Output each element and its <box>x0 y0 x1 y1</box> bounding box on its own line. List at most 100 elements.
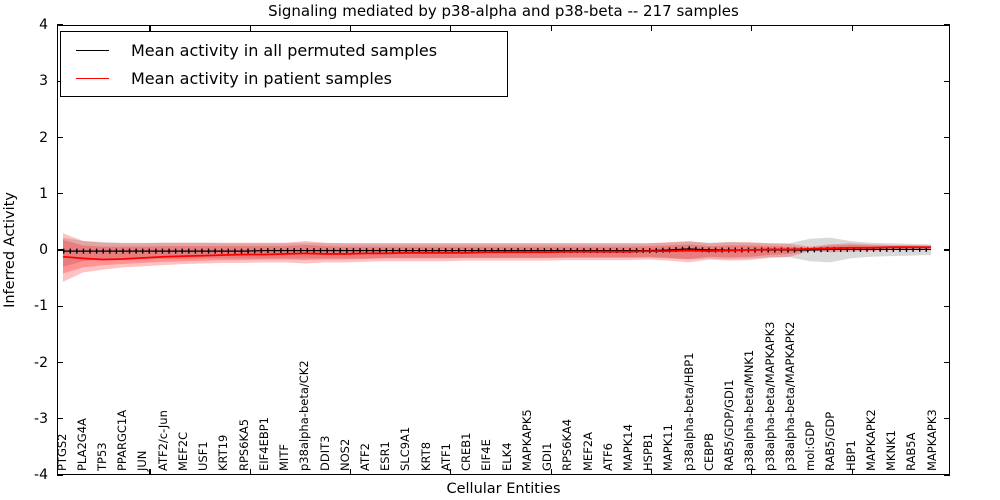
y-tick-left <box>57 193 63 195</box>
x-category-label: USF1 <box>196 441 211 471</box>
legend-entry-permuted: Mean activity in all permuted samples <box>61 41 507 60</box>
y-tick-right <box>944 474 950 476</box>
x-category-label: GDI1 <box>540 442 555 471</box>
x-category-label: p38alpha-beta/HBP1 <box>681 352 696 471</box>
y-tick-label: -1 <box>34 298 48 315</box>
x-category-label: p38alpha-beta/CK2 <box>297 360 312 471</box>
legend-label-permuted: Mean activity in all permuted samples <box>131 40 438 60</box>
y-tick-right <box>944 249 950 251</box>
x-category-label: p38alpha-beta/MAPKAPK2 <box>782 321 797 472</box>
x-category-label: ESR1 <box>378 441 393 471</box>
plot-area <box>57 25 950 475</box>
y-tick-left <box>57 418 63 420</box>
x-category-label: HSPB1 <box>641 432 656 471</box>
x-category-label: HBP1 <box>843 440 858 471</box>
x-category-label: PLA2G4A <box>74 418 89 471</box>
x-tick-top <box>550 25 552 31</box>
x-tick-top <box>350 25 352 31</box>
legend-line-sample-permuted <box>76 49 109 51</box>
x-tick-bottom <box>650 469 653 475</box>
chart-title: Signaling mediated by p38-alpha and p38-… <box>268 2 739 20</box>
x-category-label: RAB5A <box>904 432 919 471</box>
x-category-label: EIF4E <box>479 439 494 471</box>
y-tick-label: 2 <box>39 129 48 146</box>
x-tick-top <box>650 25 653 31</box>
x-category-label: MAPK11 <box>661 424 676 471</box>
x-category-label: KRT19 <box>216 434 231 471</box>
x-category-label: NOS2 <box>337 438 352 471</box>
x-category-label: ATF2/c-Jun <box>155 410 170 471</box>
x-category-label: RAB5/GDP <box>823 411 838 471</box>
x-category-label: RAB5/GDP/GDI1 <box>722 379 737 471</box>
y-tick-label: 0 <box>39 242 48 258</box>
x-tick-top <box>751 25 753 31</box>
x-category-label: MAPKAPK5 <box>519 409 534 471</box>
x-category-label: ATF1 <box>438 443 453 471</box>
y-tick-left <box>57 361 63 364</box>
line-patient-mean <box>62 246 932 261</box>
x-category-label: CREB1 <box>459 432 474 472</box>
y-tick-left <box>57 136 63 139</box>
plot-canvas <box>62 233 932 282</box>
x-category-label: MAPKAPK2 <box>863 409 878 471</box>
x-tick-bottom <box>851 469 853 475</box>
x-category-label: PPARGC1A <box>115 409 130 471</box>
x-category-label: p38alpha-beta/MAPKAPK3 <box>762 321 777 472</box>
x-category-label: ATF6 <box>600 443 615 471</box>
y-tick-right <box>944 418 950 420</box>
legend-entry-patient: Mean activity in patient samples <box>61 69 507 88</box>
x-category-label: JUN <box>135 450 150 471</box>
x-category-label: RPS6KA4 <box>560 418 575 471</box>
x-category-label: MITF <box>277 444 292 471</box>
x-category-label: MEF2C <box>175 431 190 471</box>
x-category-label: PTGS2 <box>54 433 69 472</box>
y-tick-label: 4 <box>39 17 48 33</box>
y-tick-left <box>57 305 63 307</box>
y-tick-right <box>944 24 950 26</box>
y-tick-label: -4 <box>34 467 48 483</box>
x-tick-top <box>851 25 853 31</box>
x-category-label: ELK4 <box>499 442 514 471</box>
y-tick-label: -3 <box>34 410 48 427</box>
x-tick-bottom <box>249 469 251 475</box>
y-tick-right <box>944 193 950 195</box>
legend-label-patient: Mean activity in patient samples <box>131 68 392 88</box>
y-tick-right <box>944 361 950 364</box>
x-category-label: TP53 <box>94 442 109 471</box>
x-tick-top <box>149 25 151 31</box>
y-tick-label: 1 <box>39 185 48 202</box>
x-category-label: CEBPB <box>701 432 716 471</box>
x-category-label: MAPKAPK3 <box>924 409 939 471</box>
y-tick-label: -2 <box>34 354 48 371</box>
x-tick-top <box>249 25 251 31</box>
legend-line-sample-patient <box>76 77 109 79</box>
x-category-label: DDIT3 <box>317 435 332 471</box>
y-tick-right <box>944 136 950 139</box>
y-tick-label: 3 <box>39 73 48 90</box>
y-tick-left <box>57 24 63 26</box>
x-category-label: EIF4EBP1 <box>256 417 271 471</box>
legend: Mean activity in all permuted samples Me… <box>60 31 508 97</box>
x-axis-label: Cellular Entities <box>446 481 561 497</box>
x-category-label: MAPK14 <box>621 424 635 471</box>
x-tick-bottom <box>149 469 151 475</box>
x-tick-bottom <box>350 469 352 475</box>
x-category-label: RPS6KA5 <box>236 418 251 471</box>
y-tick-right <box>944 80 950 82</box>
y-tick-left <box>57 249 63 251</box>
x-category-label: p38alpha-beta/MNK1 <box>742 349 757 471</box>
x-category-label: ATF2 <box>357 443 372 471</box>
x-category-label: SLC9A1 <box>398 426 413 471</box>
x-category-label: KRT8 <box>418 441 433 471</box>
x-category-label: MKNK1 <box>884 430 899 471</box>
x-tick-bottom <box>751 469 753 475</box>
y-tick-right <box>944 305 950 307</box>
x-tick-bottom <box>550 469 552 475</box>
y-tick-left <box>57 474 63 476</box>
x-category-label: mol:GDP <box>803 420 818 471</box>
x-tick-top <box>450 25 452 31</box>
x-category-label: MEF2A <box>580 432 595 471</box>
x-tick-bottom <box>450 469 452 475</box>
band-patient-outer <box>62 233 932 282</box>
